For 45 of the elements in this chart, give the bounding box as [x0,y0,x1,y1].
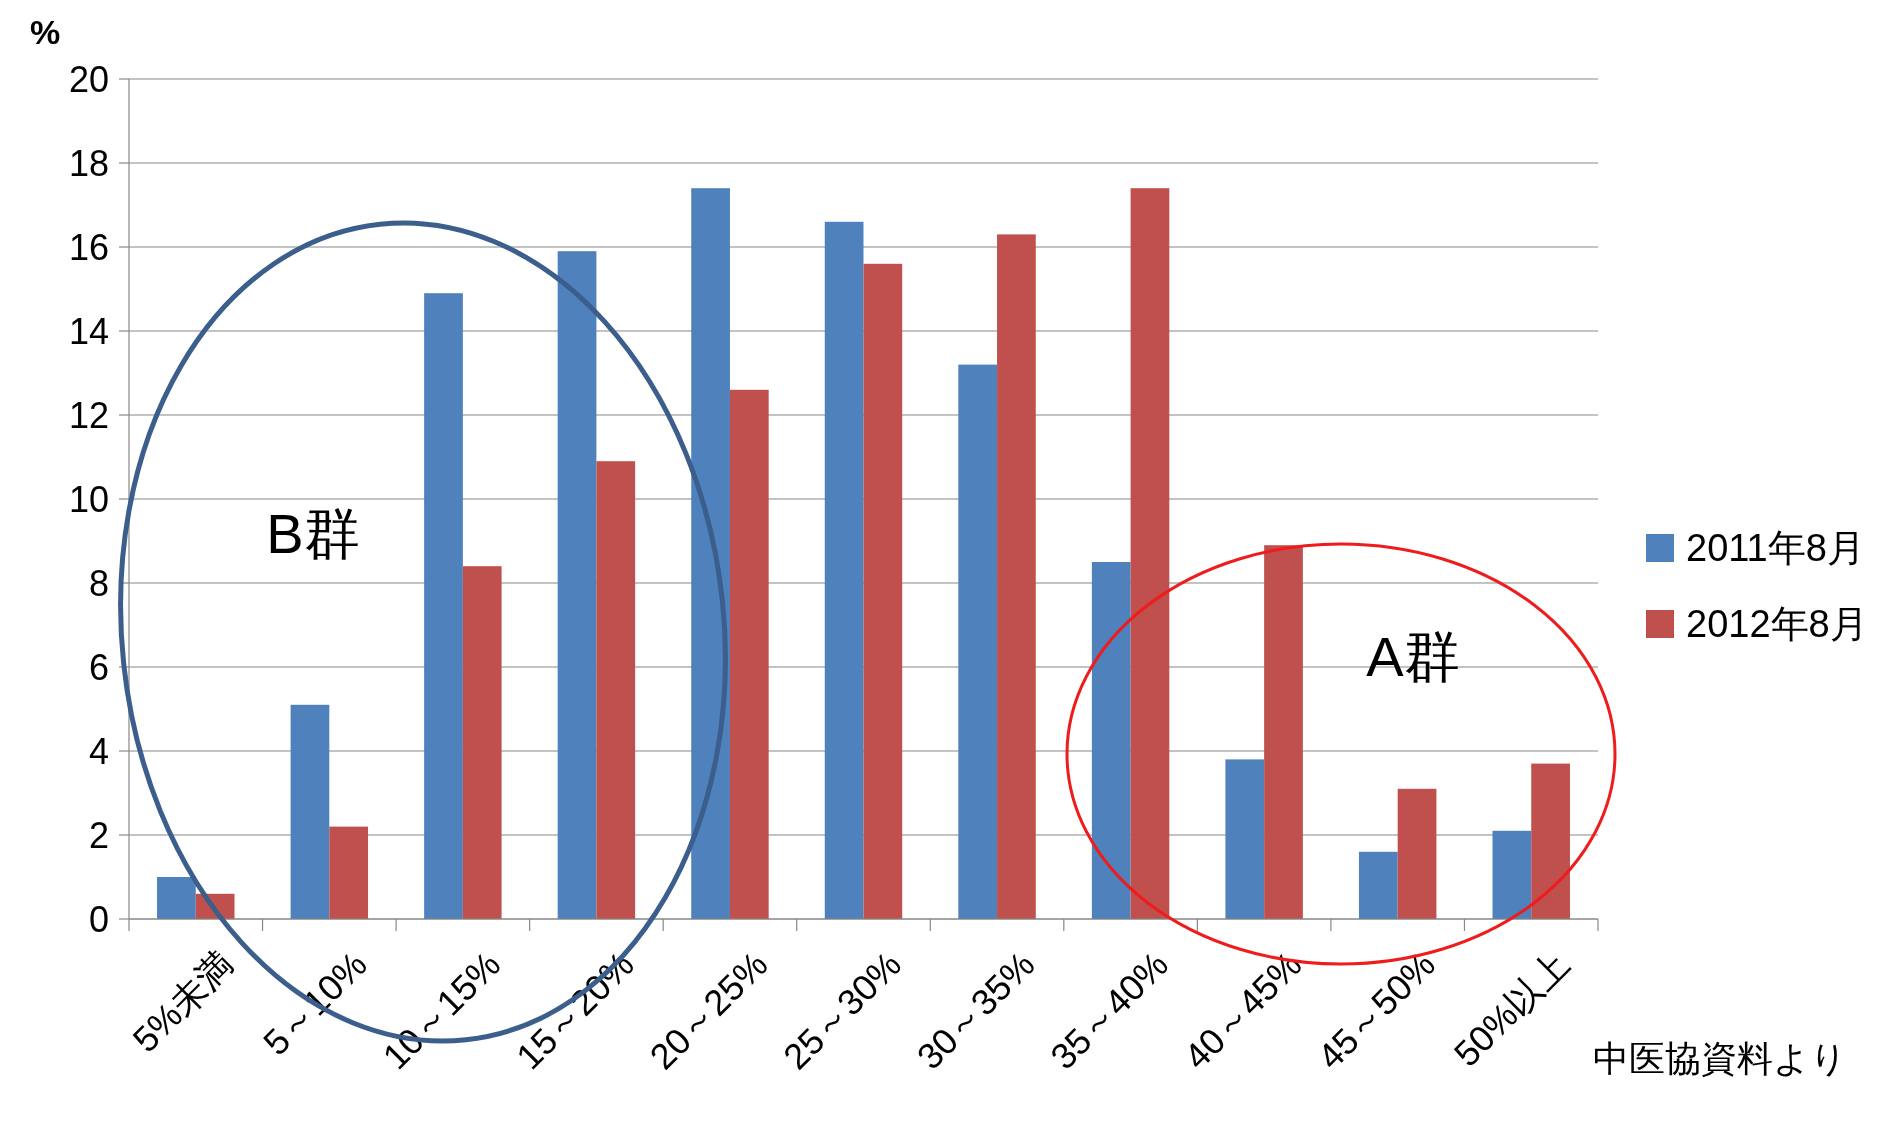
bar [462,566,502,919]
bar [557,251,597,919]
x-tick-label: 40～45% [1175,943,1310,1078]
y-tick-label: 16 [68,226,109,268]
y-tick-label: 18 [68,142,109,184]
x-tick-label: 5%未満 [124,943,242,1061]
y-tick-label: 2 [88,814,109,856]
bar [1397,788,1437,919]
x-tick-label: 50%以上 [1445,943,1577,1075]
legend-label: 2012年8月 [1686,603,1868,646]
bar [1225,759,1265,919]
bar [1358,851,1398,919]
y-tick-label: 14 [68,310,109,352]
x-tick-label: 25～30% [775,943,909,1078]
x-tick-label: 45～50% [1309,943,1444,1078]
bar [1091,562,1131,919]
bar [1531,763,1570,919]
bar [691,188,730,919]
bar [290,704,330,919]
bar [958,364,998,919]
y-tick-label: 10 [68,478,109,520]
annotation: A群 [1366,625,1460,688]
y-tick-label: 0 [88,898,109,940]
legend-label: 2011年8月 [1686,527,1865,570]
x-tick-label: 30～35% [908,943,1043,1078]
bar [997,234,1036,919]
y-tick-label: 12 [68,394,109,436]
bar [824,221,864,919]
y-tick-label: 4 [88,730,109,772]
annotation: B群 [266,502,360,565]
y-tick-label: 6 [88,646,109,688]
bar [863,263,903,919]
bar [329,826,369,919]
bar [424,293,463,919]
bar [1130,188,1170,919]
x-tick-label: 35～40% [1042,943,1177,1078]
y-tick-label: 20 [68,58,109,100]
y-axis-title: % [30,13,61,51]
y-tick-label: 8 [88,562,109,604]
bar [729,389,769,919]
bar [596,461,636,919]
text: 中医協資料より [1593,1038,1847,1079]
bar [157,877,196,919]
bar [1264,545,1303,919]
bar [1492,830,1532,919]
